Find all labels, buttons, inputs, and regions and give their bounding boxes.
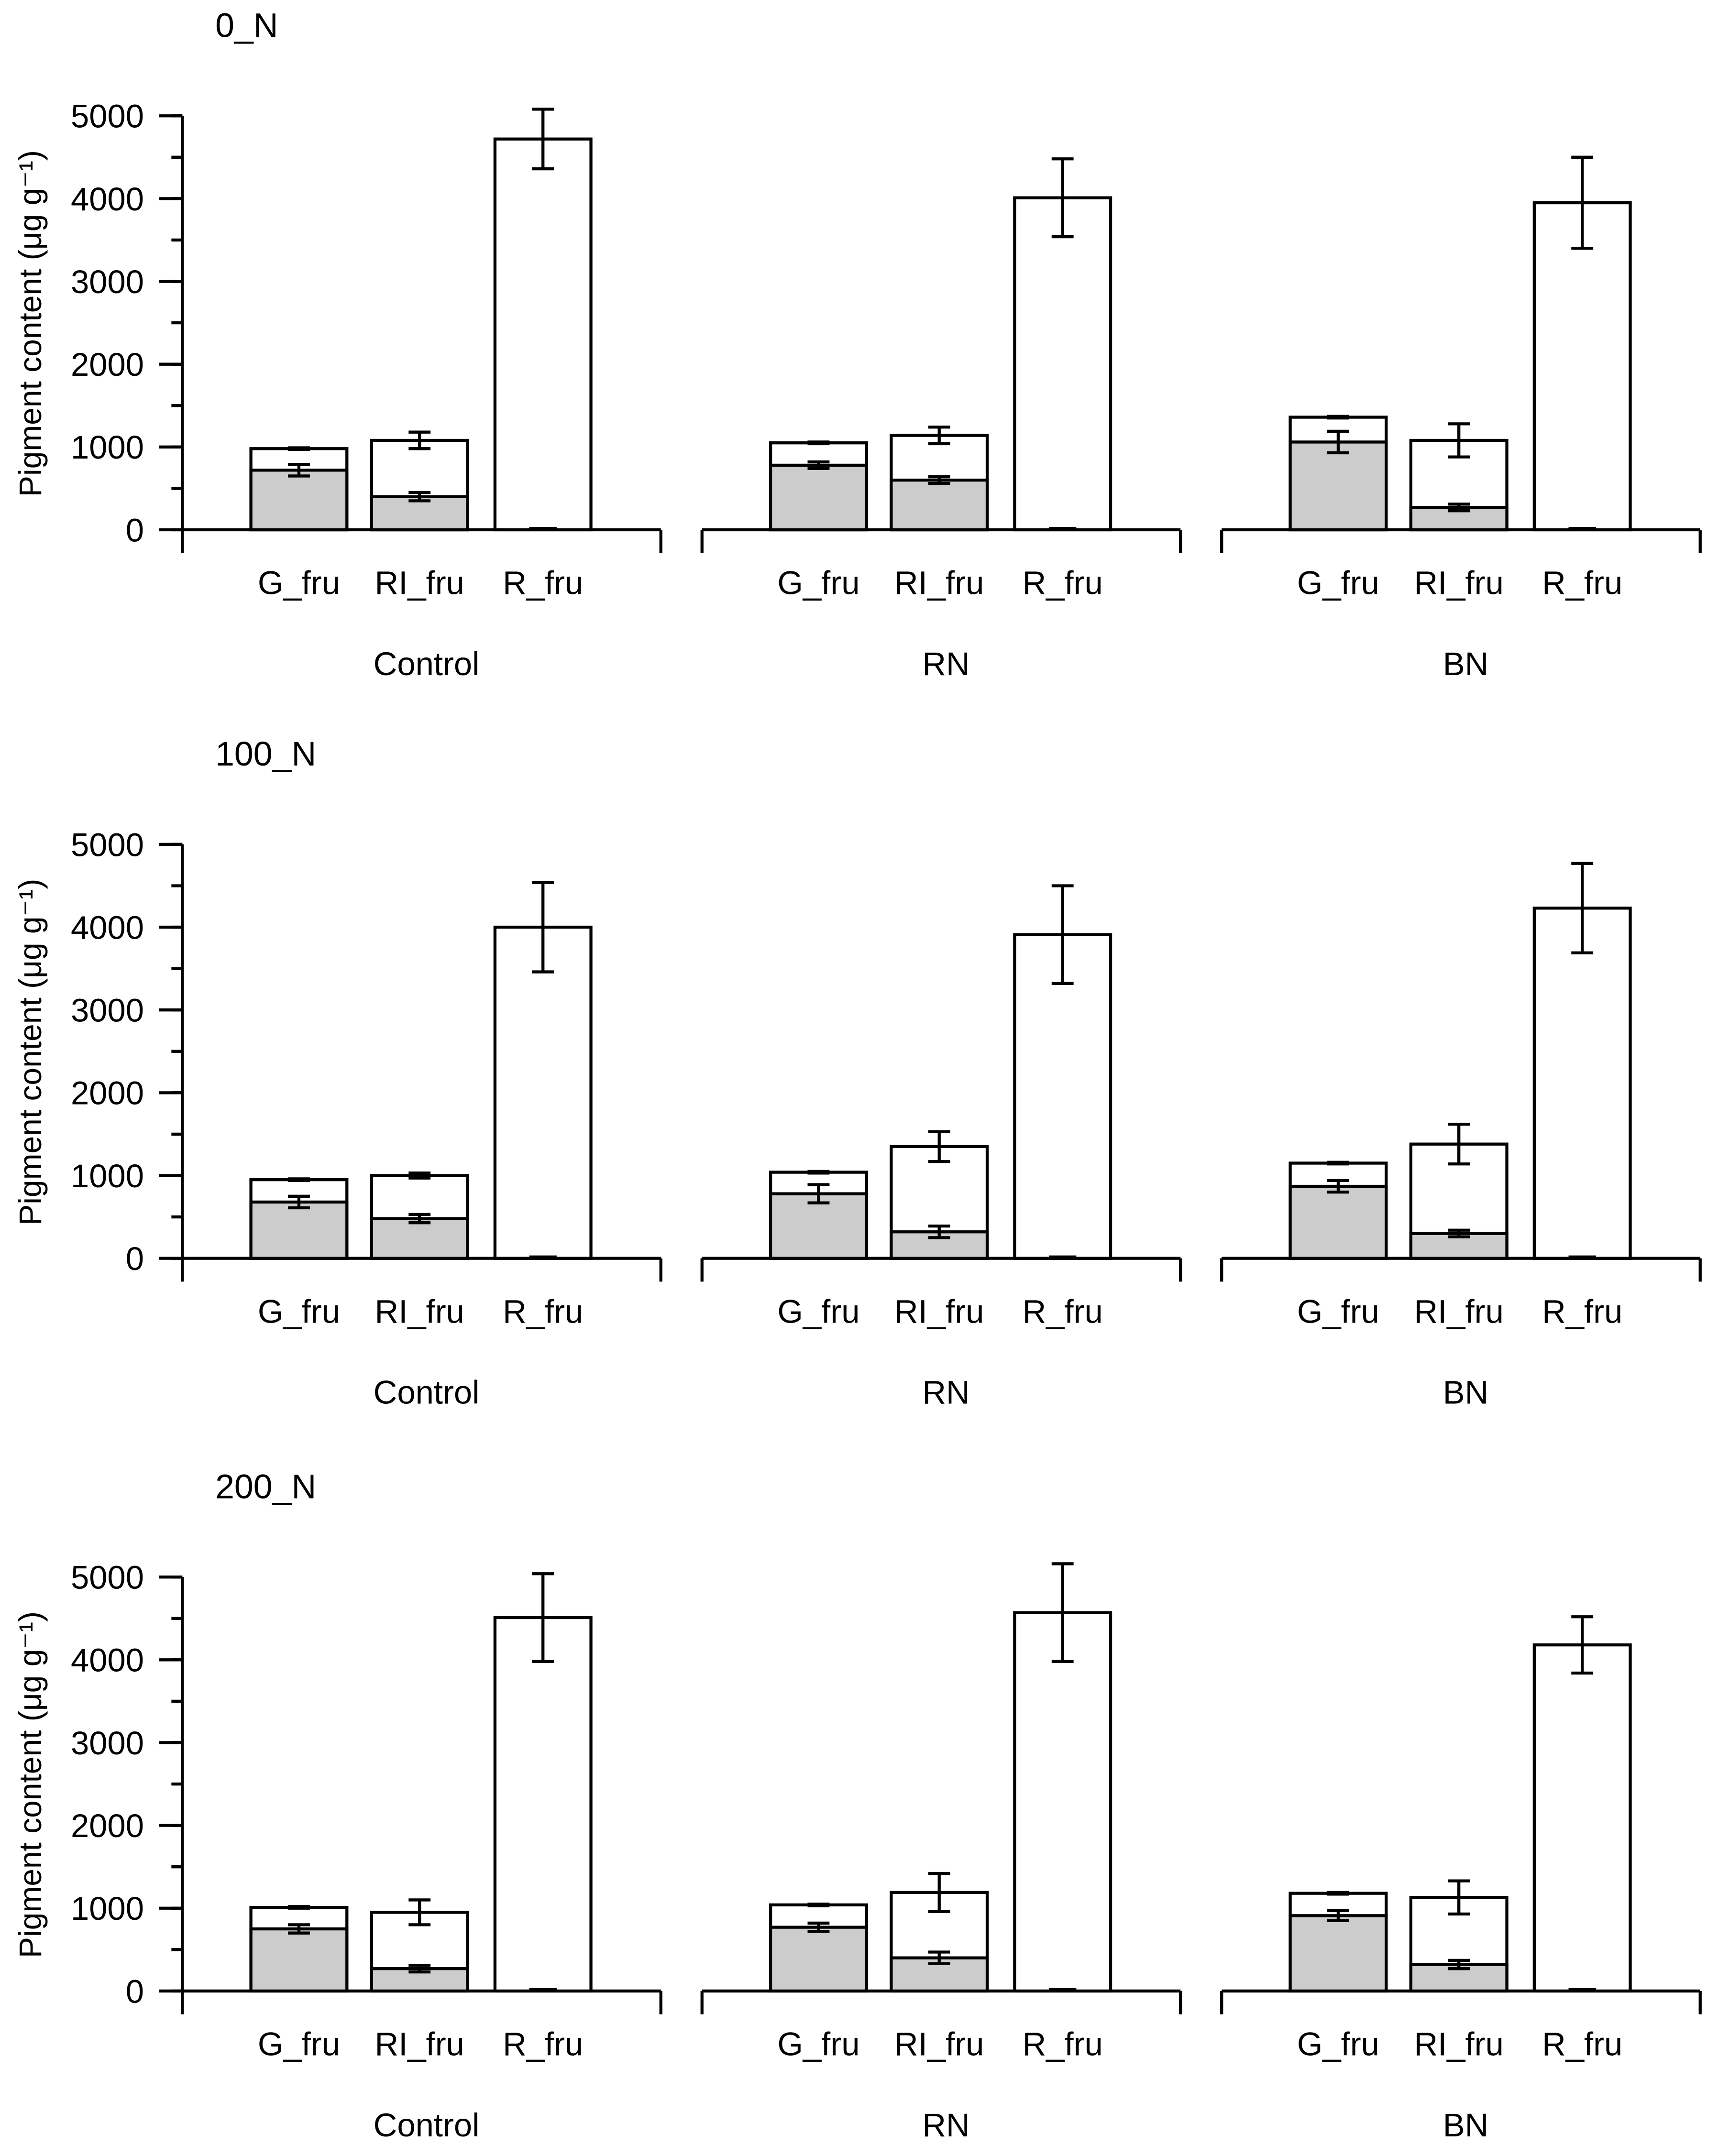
x-category-label: RI_fru (1414, 565, 1504, 602)
x-category-label: R_fru (503, 1293, 583, 1330)
bar-total-R_fru (1532, 201, 1632, 532)
x-category-label: G_fru (1297, 2026, 1379, 2063)
y-axis-label: Pigment content (μg g⁻¹) (12, 879, 48, 1226)
treatment-label: BN (1443, 646, 1489, 682)
x-category-label: RI_fru (894, 2026, 984, 2063)
bar-total-R_fru (1013, 933, 1112, 1260)
panel-title: 0_N (215, 6, 278, 44)
y-tick-label: 0 (126, 512, 144, 548)
x-category-label: RI_fru (894, 1293, 984, 1330)
x-category-label: RI_fru (375, 2026, 464, 2063)
y-tick-label: 0 (126, 1973, 144, 2010)
x-category-label: R_fru (1023, 2026, 1103, 2063)
x-category-label: R_fru (503, 2026, 583, 2063)
y-tick-label: 5000 (71, 1559, 144, 1596)
panel-200_N: 200_N 0 1000 2000 3000 4000 5000 Pigment conten… (12, 1467, 1702, 2144)
y-tick-label: 5000 (71, 826, 144, 863)
y-tick-label: 2000 (71, 346, 144, 383)
x-category-label: R_fru (1542, 1293, 1622, 1330)
bar-bottom-G_fru (1288, 440, 1388, 532)
treatment-label: RN (922, 2107, 969, 2144)
x-category-label: G_fru (1297, 1293, 1379, 1330)
y-tick-label: 3000 (71, 1725, 144, 1762)
panel-title: 100_N (215, 735, 316, 773)
panel-0_N: 0_N 0 1000 2000 3000 4000 5000 Pigment content … (12, 6, 1702, 682)
x-category-label: R_fru (1023, 565, 1103, 602)
bar-total-R_fru (1013, 1611, 1112, 1993)
y-tick-label: 1000 (71, 1158, 144, 1194)
y-axis-label: Pigment content (μg g⁻¹) (12, 150, 48, 497)
bar-bottom-G_fru (769, 1926, 868, 1993)
x-category-label: R_fru (1542, 565, 1622, 602)
bar-bottom-G_fru (249, 1200, 349, 1260)
x-category-label: R_fru (1542, 2026, 1622, 2063)
bar-total-R_fru (1532, 907, 1632, 1260)
y-tick-label: 3000 (71, 263, 144, 300)
y-tick-label: 1000 (71, 1890, 144, 1927)
y-tick-label: 4000 (71, 181, 144, 218)
bar-total-R_fru (1013, 196, 1112, 532)
y-tick-label: 3000 (71, 992, 144, 1029)
treatment-label: Control (374, 2107, 480, 2144)
treatment-label: RN (922, 1374, 969, 1411)
x-category-label: G_fru (777, 2026, 859, 2063)
bar-bottom-RI_fru (1409, 1963, 1509, 1993)
bar-total-R_fru (493, 1616, 593, 1993)
x-category-label: G_fru (777, 1293, 859, 1330)
bar-bottom-G_fru (1288, 1184, 1388, 1260)
bar-bottom-G_fru (769, 463, 868, 532)
x-category-label: G_fru (258, 2026, 340, 2063)
x-category-label: RI_fru (1414, 2026, 1504, 2063)
x-category-label: G_fru (258, 565, 340, 602)
y-tick-label: 2000 (71, 1807, 144, 1844)
bar-bottom-G_fru (1288, 1914, 1388, 1993)
y-axis-label: Pigment content (μg g⁻¹) (12, 1611, 48, 1958)
x-category-label: R_fru (1023, 1293, 1103, 1330)
treatment-label: Control (374, 646, 480, 682)
x-category-label: R_fru (503, 565, 583, 602)
x-category-label: G_fru (777, 565, 859, 602)
y-tick-label: 4000 (71, 909, 144, 946)
bar-bottom-RI_fru (890, 1230, 989, 1260)
bar-bottom-G_fru (249, 469, 349, 532)
bar-total-R_fru (1532, 1643, 1632, 1993)
panel-title: 200_N (215, 1467, 316, 1506)
bar-bottom-G_fru (769, 1192, 868, 1260)
x-category-label: RI_fru (375, 565, 464, 602)
y-tick-label: 1000 (71, 429, 144, 466)
treatment-label: BN (1443, 1374, 1489, 1411)
x-category-label: G_fru (1297, 565, 1379, 602)
x-category-label: RI_fru (375, 1293, 464, 1330)
treatment-label: RN (922, 646, 969, 682)
x-category-label: G_fru (258, 1293, 340, 1330)
panel-100_N: 100_N 0 1000 2000 3000 4000 5000 Pigment conten… (12, 735, 1702, 1411)
y-tick-label: 5000 (71, 98, 144, 135)
x-category-label: RI_fru (894, 565, 984, 602)
y-tick-label: 0 (126, 1240, 144, 1277)
y-tick-label: 4000 (71, 1642, 144, 1679)
bar-bottom-G_fru (249, 1927, 349, 1993)
bar-bottom-RI_fru (370, 1217, 469, 1260)
treatment-label: BN (1443, 2107, 1489, 2144)
x-category-label: RI_fru (1414, 1293, 1504, 1330)
bar-total-R_fru (493, 925, 593, 1260)
y-tick-label: 2000 (71, 1075, 144, 1112)
bar-bottom-RI_fru (890, 478, 989, 532)
bar-total-R_fru (493, 137, 593, 532)
treatment-label: Control (374, 1374, 480, 1411)
